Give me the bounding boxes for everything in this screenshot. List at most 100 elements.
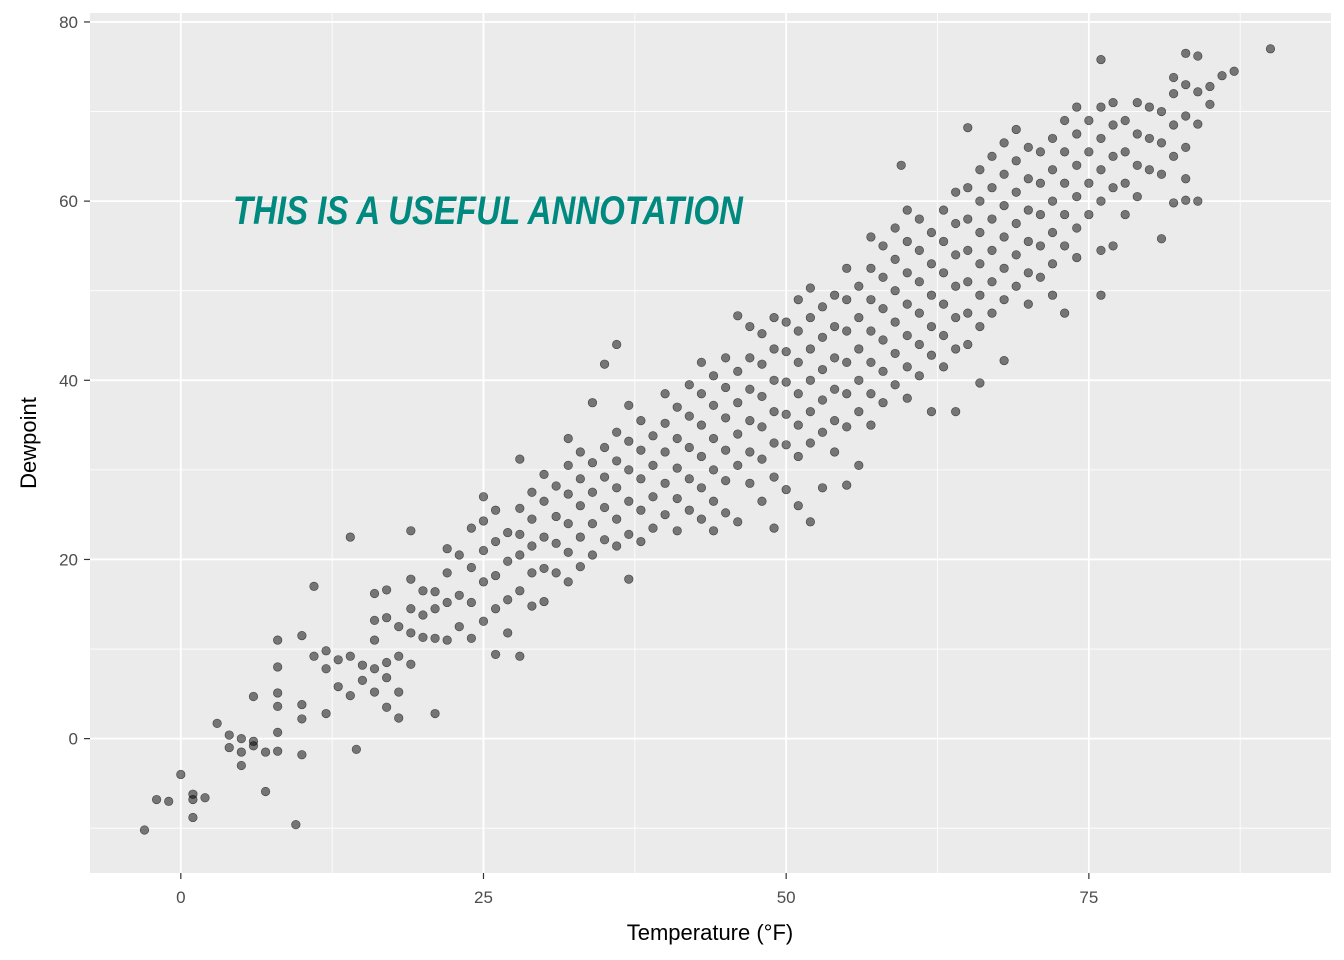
scatter-point (1169, 120, 1179, 130)
scatter-point (430, 604, 440, 614)
scatter-point (1072, 252, 1082, 263)
scatter-point (938, 205, 949, 215)
scatter-point (781, 484, 791, 495)
scatter-point (224, 730, 234, 740)
scatter-point (951, 407, 961, 417)
scatter-point (987, 214, 997, 224)
scatter-point (878, 398, 888, 408)
scatter-point (902, 236, 912, 247)
scatter-point (938, 299, 949, 309)
scatter-point (902, 205, 912, 215)
y-tick-label: 80 (59, 13, 78, 32)
scatter-point (321, 646, 331, 656)
scatter-point (648, 431, 658, 441)
scatter-point (442, 597, 452, 608)
scatter-point (951, 187, 961, 197)
scatter-point (236, 760, 246, 771)
scatter-point (527, 568, 537, 578)
scatter-point (842, 389, 852, 399)
scatter-point (660, 389, 670, 399)
scatter-point (987, 151, 997, 161)
scatter-point (708, 526, 719, 536)
scatter-point (575, 562, 585, 572)
scatter-point (672, 493, 682, 504)
scatter-point (829, 447, 840, 457)
scatter-point (878, 366, 888, 376)
scatter-point (926, 321, 937, 332)
scatter-point (890, 380, 900, 390)
scatter-point (321, 708, 331, 719)
scatter-point (345, 651, 355, 661)
scatter-point (1035, 241, 1046, 251)
scatter-point (515, 550, 525, 560)
scatter-point (394, 651, 404, 661)
scatter-point (842, 357, 852, 367)
scatter-point (1096, 165, 1106, 175)
scatter-point (539, 563, 549, 574)
scatter-point (587, 550, 598, 560)
scatter-point (733, 460, 743, 470)
scatter-point (1035, 178, 1046, 188)
scatter-point (902, 330, 912, 341)
scatter-point (975, 321, 985, 332)
scatter-point (248, 741, 259, 751)
x-tick-label: 0 (176, 888, 185, 907)
scatter-point (1132, 160, 1142, 170)
scatter-point (1047, 259, 1058, 269)
scatter-point (999, 355, 1009, 366)
scatter-point (999, 201, 1009, 211)
scatter-point (842, 422, 852, 432)
scatter-point (406, 604, 416, 614)
scatter-point (406, 628, 416, 638)
scatter-point (587, 458, 598, 468)
scatter-point (1011, 281, 1021, 291)
scatter-point (1132, 129, 1142, 139)
scatter-point (769, 344, 779, 354)
scatter-point (829, 321, 840, 332)
scatter-point (503, 628, 513, 638)
scatter-point (660, 510, 670, 520)
scatter-point (1035, 272, 1046, 282)
scatter-point (345, 691, 355, 701)
scatter-point (1120, 115, 1130, 126)
scatter-point (273, 746, 283, 756)
scatter-point (684, 474, 694, 484)
scatter-point (975, 196, 985, 206)
scatter-point (963, 308, 973, 318)
scatter-point (345, 532, 355, 542)
scatter-point (696, 514, 707, 524)
scatter-point (648, 492, 658, 502)
scatter-point (733, 311, 743, 321)
scatter-point (938, 330, 949, 341)
scatter-point (805, 375, 815, 385)
scatter-point (708, 371, 719, 381)
scatter-point (769, 312, 779, 323)
scatter-point (805, 517, 815, 527)
scatter-point (926, 259, 937, 269)
scatter-point (745, 416, 755, 426)
scatter-point (394, 622, 404, 632)
scatter-point (297, 750, 307, 760)
scatter-point (1047, 165, 1058, 175)
scatter-point (624, 574, 634, 584)
scatter-point (890, 348, 900, 359)
scatter-point (351, 744, 361, 754)
scatter-point (442, 544, 452, 554)
scatter-point (975, 378, 985, 388)
scatter-point (866, 357, 876, 367)
scatter-point (866, 263, 876, 273)
scatter-point (757, 454, 767, 464)
scatter-point (1011, 218, 1021, 229)
x-tick-label: 75 (1079, 888, 1098, 907)
scatter-point (1011, 156, 1021, 166)
scatter-point (951, 312, 961, 323)
scatter-point (624, 465, 634, 475)
scatter-point (733, 366, 743, 376)
scatter-point (878, 272, 888, 282)
scatter-point (745, 447, 755, 457)
scatter-point (902, 393, 912, 403)
scatter-point (975, 290, 985, 300)
scatter-point (914, 245, 924, 255)
scatter-point (442, 635, 452, 645)
scatter-point (781, 347, 791, 357)
